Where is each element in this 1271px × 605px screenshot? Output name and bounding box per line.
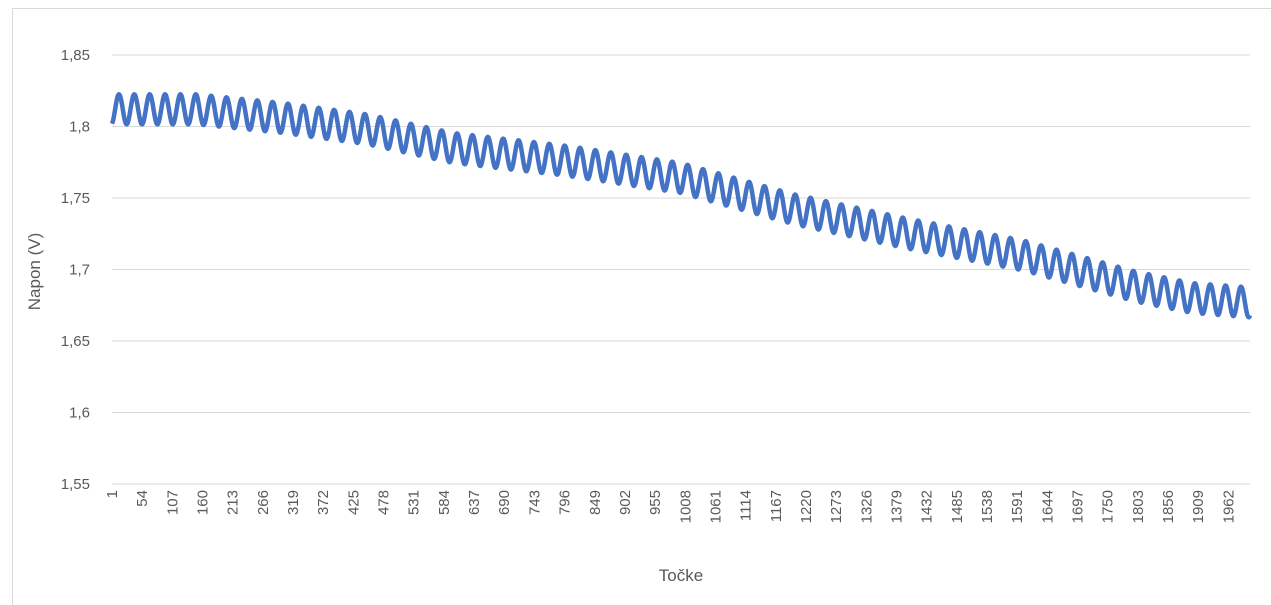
- x-tick-label: 1591: [1009, 490, 1026, 523]
- x-tick-label: 1061: [707, 490, 724, 523]
- x-tick-label: 319: [285, 490, 302, 515]
- x-tick-label: 1432: [919, 490, 936, 523]
- x-tick-label: 1008: [677, 490, 694, 523]
- x-tick-label: 1750: [1100, 490, 1117, 523]
- x-tick-label: 743: [526, 490, 543, 515]
- x-tick-label: 1: [104, 490, 121, 498]
- x-tick-label: 902: [617, 490, 634, 515]
- y-tick-labels: 1,55 1,6 1,65 1,7 1,75 1,8 1,85: [61, 47, 90, 493]
- y-tick-label: 1,55: [61, 476, 90, 493]
- x-tick-label: 425: [345, 490, 362, 515]
- x-tick-label: 1167: [768, 490, 785, 522]
- series-line: [109, 92, 1253, 320]
- x-axis-title: Točke: [659, 566, 703, 585]
- x-tick-label: 1962: [1220, 490, 1237, 523]
- x-tick-label: 1220: [798, 490, 815, 523]
- x-tick-label: 1644: [1039, 490, 1056, 523]
- x-tick-label: 372: [315, 490, 332, 515]
- x-tick-label: 54: [134, 490, 151, 507]
- x-tick-label: 1909: [1190, 490, 1207, 523]
- x-tick-label: 531: [406, 490, 423, 515]
- y-tick-label: 1,85: [61, 47, 90, 64]
- x-tick-label: 1273: [828, 490, 845, 523]
- y-tick-label: 1,8: [69, 119, 90, 136]
- y-tick-label: 1,6: [69, 405, 90, 422]
- x-tick-label: 1485: [949, 490, 966, 523]
- x-tick-label: 478: [376, 490, 393, 515]
- x-tick-label: 1326: [858, 490, 875, 523]
- x-tick-label: 160: [195, 490, 212, 515]
- x-tick-label: 1114: [738, 490, 755, 521]
- x-tick-label: 107: [164, 490, 181, 515]
- x-tick-label: 266: [255, 490, 272, 515]
- x-tick-label: 1538: [979, 490, 996, 523]
- x-tick-label: 584: [436, 490, 453, 515]
- x-tick-label: 796: [557, 490, 574, 515]
- x-tick-label: 213: [225, 490, 242, 515]
- y-axis-title: Napon (V): [25, 233, 44, 310]
- y-tick-label: 1,75: [61, 190, 90, 207]
- y-tick-label: 1,65: [61, 333, 90, 350]
- x-tick-labels: 1 54 107 160 213 266 319 372 425 478 531 584 637 690 7…: [104, 490, 1237, 523]
- x-tick-label: 1856: [1160, 490, 1177, 523]
- x-tick-label: 849: [587, 490, 604, 515]
- x-tick-label: 690: [496, 490, 513, 515]
- y-tick-label: 1,7: [69, 262, 90, 279]
- x-tick-label: 1803: [1130, 490, 1147, 523]
- gridlines: [112, 54, 1250, 485]
- x-tick-label: 1697: [1070, 490, 1087, 523]
- x-tick-label: 637: [466, 490, 483, 515]
- x-tick-label: 955: [647, 490, 664, 515]
- series-group: [109, 92, 1253, 320]
- x-tick-label: 1379: [888, 490, 905, 523]
